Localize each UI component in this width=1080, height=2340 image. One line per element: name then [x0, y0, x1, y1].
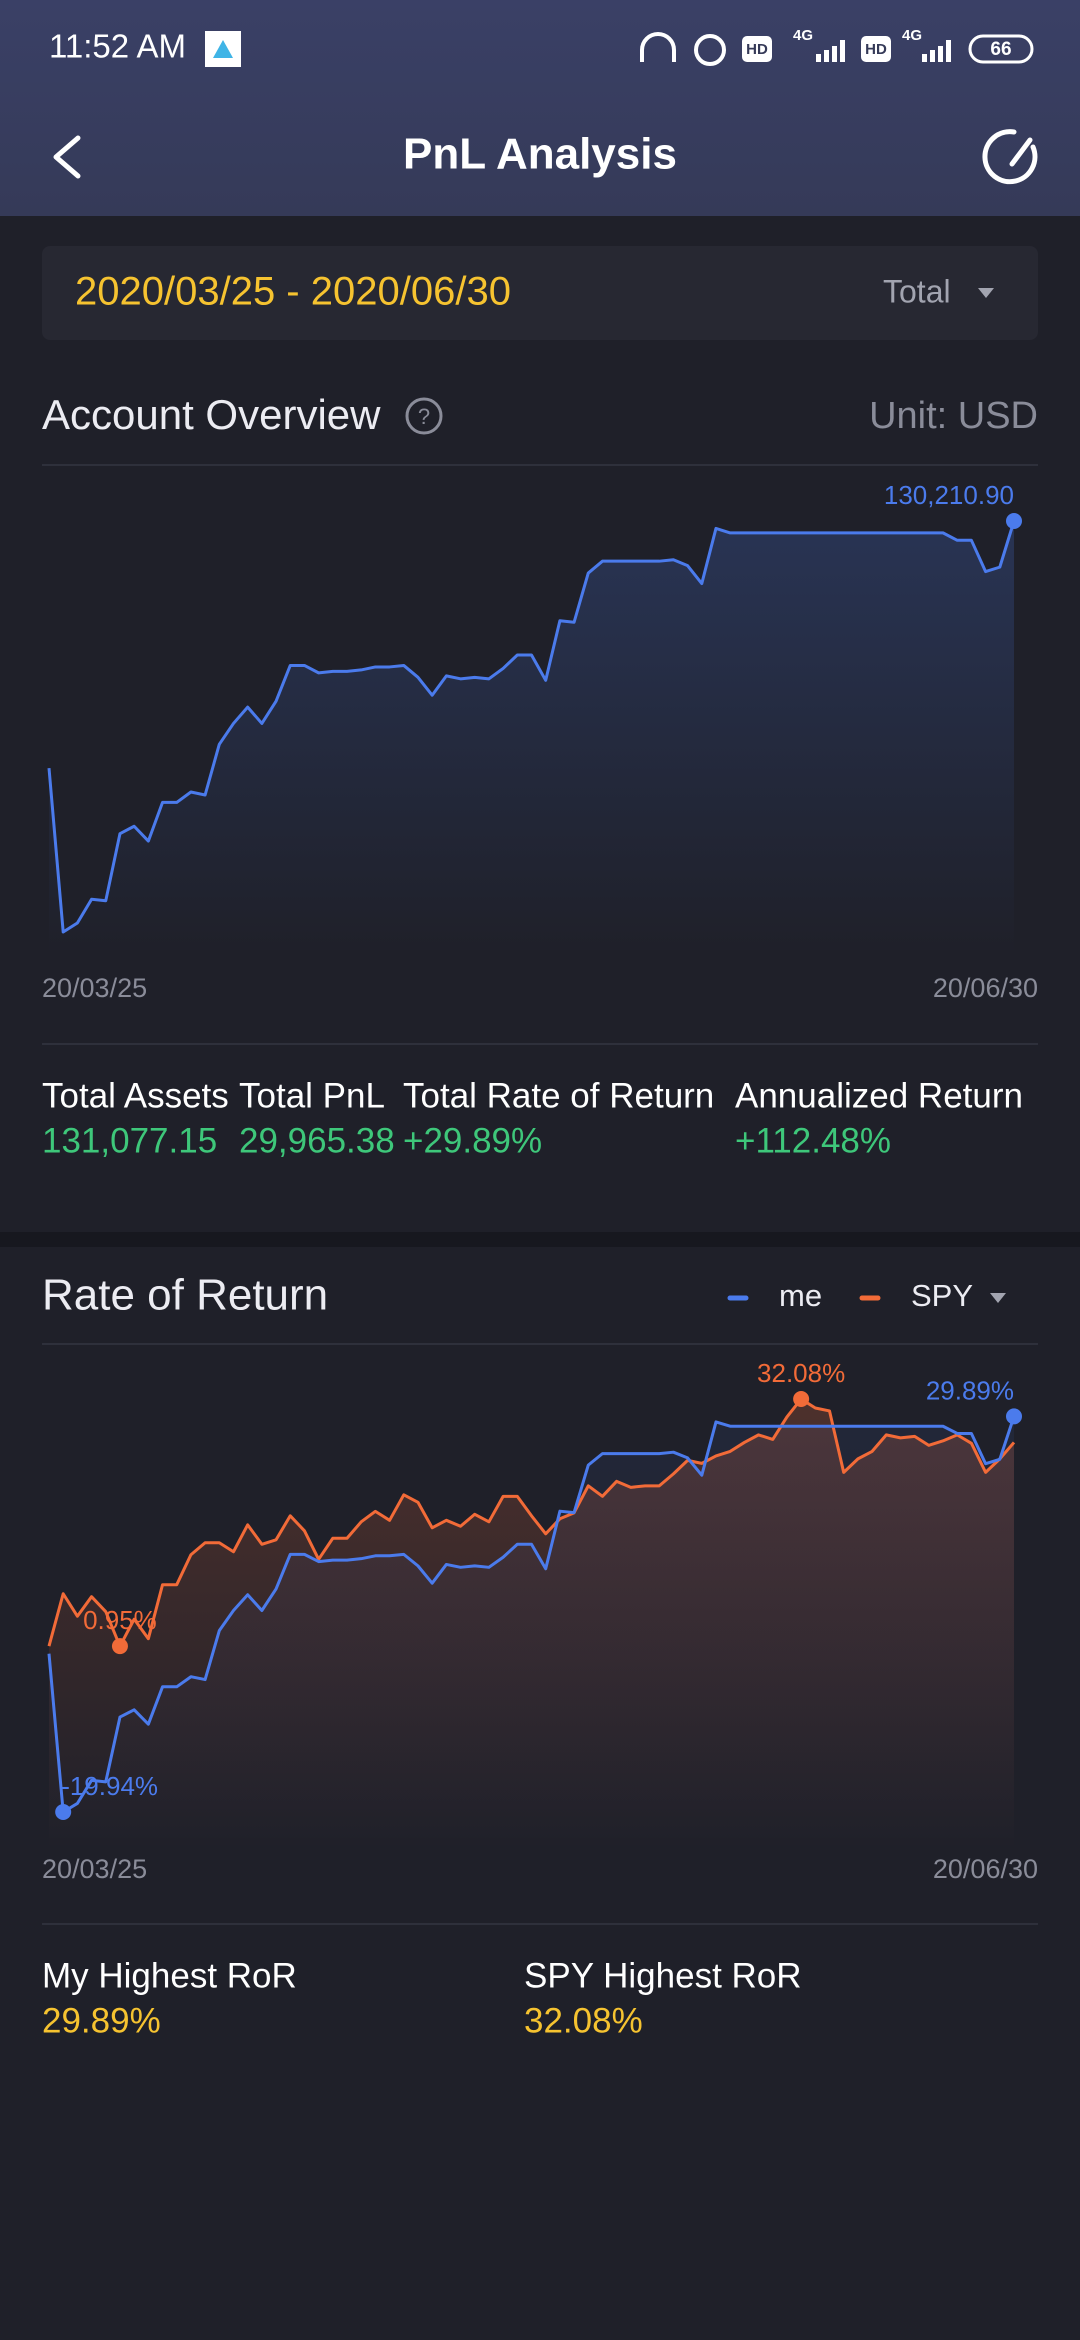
- data-label: 0.95%: [83, 1605, 157, 1635]
- summary-value: 29.89%: [42, 2001, 161, 2040]
- alarm-icon: [694, 34, 726, 66]
- stat-label: Total Rate of Return: [403, 1076, 714, 1115]
- hd-label: HD: [746, 41, 768, 58]
- data-label: 29.89%: [926, 1375, 1014, 1405]
- summary-value: 32.08%: [524, 2001, 643, 2040]
- point: [793, 1391, 810, 1407]
- date-filter[interactable]: [42, 246, 1038, 340]
- network-label: 4G: [793, 27, 813, 44]
- line: [47, 1415, 1016, 1814]
- line: [47, 1397, 1016, 1648]
- summary-label: My Highest RoR: [42, 1956, 297, 1995]
- area: [49, 521, 1014, 955]
- point: [55, 1804, 72, 1820]
- app-icon-shape: [213, 40, 233, 58]
- dropdown-arrow: [978, 288, 994, 298]
- stat-label: Total PnL: [239, 1076, 385, 1115]
- stat-value: 131,077.15: [42, 1121, 217, 1160]
- x-tick-label: 20/06/30: [933, 1854, 1038, 1884]
- point: [111, 1638, 128, 1655]
- battery-level: 66: [990, 39, 1011, 60]
- signal-icon: [816, 40, 845, 62]
- section-title: Account Overview: [42, 391, 381, 438]
- hd-badge: [861, 36, 891, 62]
- help-icon[interactable]: ?: [405, 397, 443, 435]
- hd-badge: [742, 36, 772, 62]
- point: [1006, 513, 1022, 529]
- data-label: 130,210.90: [884, 480, 1014, 510]
- x-tick-label: 20/06/30: [933, 973, 1038, 1003]
- refresh-icon: [982, 129, 1038, 185]
- stat-label: Total Assets: [42, 1076, 229, 1115]
- help-circle: [405, 397, 443, 435]
- summary-label: SPY Highest RoR: [524, 1956, 802, 1995]
- battery-icon: [968, 34, 1034, 64]
- x-tick-label: 20/03/25: [42, 973, 147, 1003]
- stat-value: +29.89%: [403, 1121, 542, 1160]
- status-time: 11:52 AM: [49, 28, 186, 65]
- stat-value: 29,965.38: [239, 1121, 395, 1160]
- area: [49, 1416, 1014, 1850]
- header-bar: [0, 0, 1080, 216]
- data-label: -19.94%: [61, 1771, 158, 1801]
- stat-label: Annualized Return: [735, 1076, 1023, 1115]
- legend-dropdown[interactable]: [990, 1293, 1006, 1303]
- hd-label: HD: [865, 41, 887, 58]
- refresh-button[interactable]: [982, 129, 1038, 185]
- legend-label: me: [779, 1278, 822, 1313]
- point: [1006, 1408, 1022, 1425]
- headphone-icon: [640, 32, 676, 62]
- section-title: Rate of Return: [42, 1271, 328, 1320]
- refresh-icon: [1009, 137, 1033, 167]
- signal-icon: [922, 40, 951, 62]
- page-title: PnL Analysis: [403, 130, 677, 179]
- help-mark: ?: [418, 404, 430, 429]
- date-range: 2020/03/25 - 2020/06/30: [75, 270, 511, 314]
- back-button[interactable]: [53, 135, 81, 179]
- network-label: 4G: [902, 27, 922, 44]
- section-separator: [0, 1232, 1080, 1247]
- data-label: 32.08%: [757, 1358, 845, 1388]
- unit-label: Unit: USD: [869, 395, 1038, 437]
- legend-label: SPY: [911, 1278, 973, 1313]
- line: [47, 520, 1016, 934]
- x-tick-label: 20/03/25: [42, 1854, 147, 1884]
- stat-value: +112.48%: [735, 1121, 891, 1160]
- scope-select[interactable]: Total: [883, 273, 951, 309]
